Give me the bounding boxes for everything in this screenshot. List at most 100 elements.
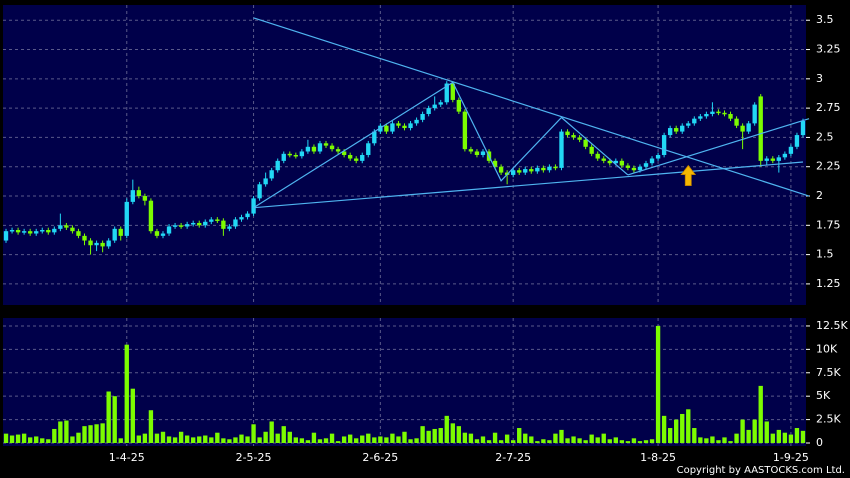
candle-body: [372, 131, 377, 144]
candle-body: [577, 137, 582, 140]
volume-bar: [209, 437, 214, 444]
candle-body: [444, 83, 449, 103]
candle-body: [776, 157, 782, 161]
volume-bar: [203, 435, 208, 444]
candle-body: [3, 231, 9, 241]
candle-body: [366, 143, 371, 155]
candle-body: [21, 231, 27, 233]
candle-body: [643, 163, 649, 167]
volume-bar: [408, 439, 413, 444]
y-tick-label: 7.5K: [816, 366, 841, 379]
candle-body: [323, 143, 329, 146]
candle-body: [601, 158, 606, 161]
volume-bar: [239, 434, 244, 444]
copyright: Copyright by AASTOCKS.com Ltd.: [677, 465, 845, 476]
volume-bar: [631, 438, 637, 444]
volume-bar: [444, 415, 449, 444]
candle-body: [15, 230, 21, 233]
candle-body: [788, 146, 794, 154]
volume-bar: [601, 433, 606, 444]
candle-body: [396, 123, 401, 126]
volume-bar: [565, 438, 570, 444]
candle-body: [203, 221, 208, 226]
volume-bar: [281, 426, 286, 444]
y-tick-label: 2.5K: [816, 413, 841, 426]
candle-body: [492, 160, 498, 167]
volume-bar: [414, 438, 419, 444]
volume-bar: [788, 434, 794, 444]
volume-bar: [215, 432, 220, 444]
candle-body: [770, 158, 775, 161]
candle-body: [124, 201, 129, 236]
volume-bar: [432, 428, 437, 444]
volume-bar: [583, 440, 588, 444]
candle-body: [88, 240, 93, 246]
candle-body: [661, 135, 667, 155]
volume-bar: [486, 440, 492, 444]
volume-bar: [329, 433, 335, 444]
candle-body: [414, 119, 419, 124]
volume-bar: [553, 433, 558, 444]
candle-body: [142, 196, 148, 201]
volume-bar: [577, 438, 582, 444]
candle-body: [166, 226, 172, 234]
volume-bar: [299, 438, 305, 444]
volume-panel: [3, 318, 806, 446]
volume-bar: [263, 431, 268, 444]
volume-bar: [88, 425, 93, 444]
candle-body: [456, 99, 462, 112]
candle-body: [462, 111, 468, 150]
volume-bar: [529, 436, 534, 444]
candle-body: [390, 123, 395, 132]
y-tick-label: 3: [816, 72, 823, 85]
candle-body: [94, 242, 99, 246]
candle-body: [559, 131, 564, 168]
x-tick-label: 2-6-25: [362, 451, 398, 464]
candle-body: [64, 225, 69, 228]
volume-bar: [480, 436, 486, 444]
candle-body: [523, 169, 528, 173]
volume-bar: [154, 433, 160, 444]
volume-bar: [710, 436, 715, 444]
volume-bar: [34, 436, 39, 444]
candle-body: [299, 151, 305, 157]
candle-body: [571, 135, 576, 138]
volume-bar: [661, 415, 667, 444]
volume-bar: [15, 434, 21, 444]
candle-body: [257, 184, 262, 199]
trendline: [253, 17, 810, 197]
volume-bar: [166, 436, 172, 444]
volume-bar: [378, 436, 383, 444]
candle-body: [130, 190, 135, 202]
volume-bar: [366, 433, 371, 444]
candle-body: [209, 219, 214, 222]
volume-bar: [625, 441, 631, 444]
candle-body: [100, 242, 105, 247]
candle-body: [722, 112, 727, 115]
candle-body: [553, 166, 558, 169]
candle-body: [710, 111, 715, 114]
candle-body: [716, 111, 721, 114]
volume-bar: [498, 440, 504, 444]
candle-body: [764, 158, 769, 161]
candle-body: [583, 139, 588, 147]
volume-bar: [40, 438, 45, 444]
candle-body: [245, 213, 250, 218]
volume-bar: [76, 432, 81, 444]
candle-body: [649, 158, 655, 164]
trendline: [253, 161, 804, 209]
volume-bar: [293, 437, 298, 444]
candle-body: [9, 230, 15, 232]
y-tick-label: 2.25: [816, 160, 841, 173]
candle-body: [112, 228, 117, 241]
volume-bar: [468, 433, 474, 444]
volume-bar: [643, 440, 649, 444]
candle-body: [625, 165, 631, 168]
candle-body: [233, 219, 238, 227]
volume-bar: [456, 426, 462, 444]
candle-body: [317, 143, 323, 152]
candle-body: [305, 146, 311, 152]
candle-body: [197, 222, 202, 226]
candle-body: [46, 230, 51, 233]
volume-bar: [504, 434, 510, 444]
